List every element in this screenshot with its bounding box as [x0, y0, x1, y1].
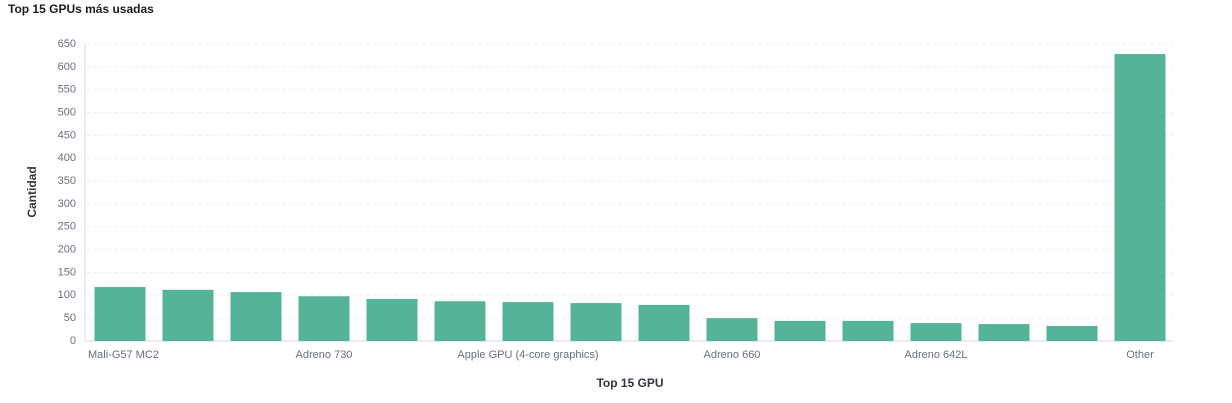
y-tick-label: 650: [58, 38, 76, 50]
y-tick-label: 300: [58, 198, 76, 210]
bar: [94, 287, 146, 341]
bar: [434, 301, 486, 341]
bar: [230, 292, 282, 341]
bar: [298, 296, 350, 341]
y-tick-label: 50: [64, 312, 76, 324]
y-tick-label: 250: [58, 221, 76, 233]
y-tick-label: 150: [58, 266, 76, 278]
bar: [774, 320, 826, 341]
y-tick-label: 450: [58, 129, 76, 141]
x-tick-label: Adreno 730: [296, 349, 353, 361]
bar: [502, 302, 554, 341]
y-tick-label: 350: [58, 175, 76, 187]
bar: [638, 304, 690, 341]
y-axis-title: Cantidad: [25, 166, 39, 217]
chart-title: Top 15 GPUs más usadas: [8, 2, 154, 16]
bar: [1046, 325, 1098, 341]
bar: [366, 298, 418, 341]
x-axis-title: Top 15 GPU: [596, 376, 663, 390]
x-tick-label: Apple GPU (4-core graphics): [457, 349, 598, 361]
y-tick-label: 400: [58, 152, 76, 164]
y-tick-label: 600: [58, 61, 76, 73]
y-tick-label: 500: [58, 106, 76, 118]
y-tick-label: 550: [58, 84, 76, 96]
x-tick-label: Adreno 642L: [905, 349, 968, 361]
bar: [162, 289, 214, 341]
bar: [910, 323, 962, 341]
x-tick-label: Mali-G57 MC2: [88, 349, 159, 361]
x-tick-label: Adreno 660: [704, 349, 761, 361]
y-tick-label: 100: [58, 289, 76, 301]
bar: [1114, 54, 1166, 341]
y-tick-label: 0: [70, 335, 76, 347]
bar: [570, 303, 622, 341]
bar: [842, 320, 894, 341]
bar: [978, 324, 1030, 341]
x-tick-label: Other: [1126, 349, 1154, 361]
bar: [706, 318, 758, 341]
y-tick-label: 200: [58, 244, 76, 256]
